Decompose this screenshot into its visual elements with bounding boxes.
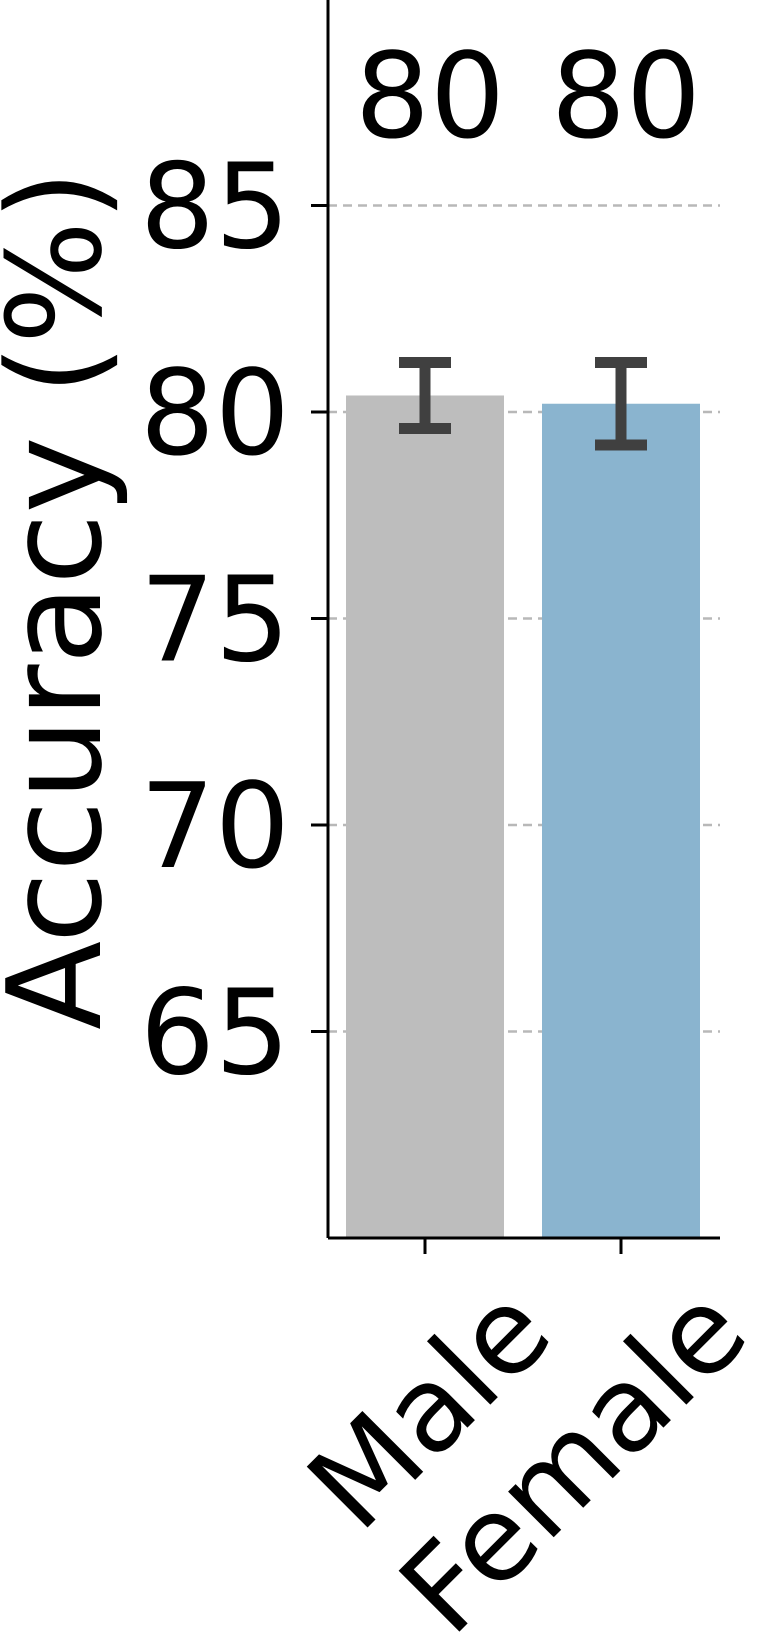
error-bars (399, 356, 647, 451)
y-ticks: 65 70 75 80 85 (140, 138, 328, 1102)
y-tick-label: 65 (140, 964, 290, 1102)
error-bar-male (399, 356, 451, 435)
y-tick-label: 75 (140, 551, 290, 689)
data-labels: 80 80 (355, 27, 701, 165)
y-tick-label: 70 (140, 757, 290, 895)
y-tick-label: 80 (140, 344, 290, 482)
bar-male (346, 395, 504, 1239)
bar-female (542, 403, 700, 1238)
data-label-male: 80 (355, 27, 505, 165)
data-label-female: 80 (551, 27, 701, 165)
error-bar-female (595, 356, 647, 451)
y-tick-label: 85 (140, 138, 290, 276)
bars (346, 395, 700, 1239)
y-axis-title: Accuracy (%) (0, 170, 131, 1030)
